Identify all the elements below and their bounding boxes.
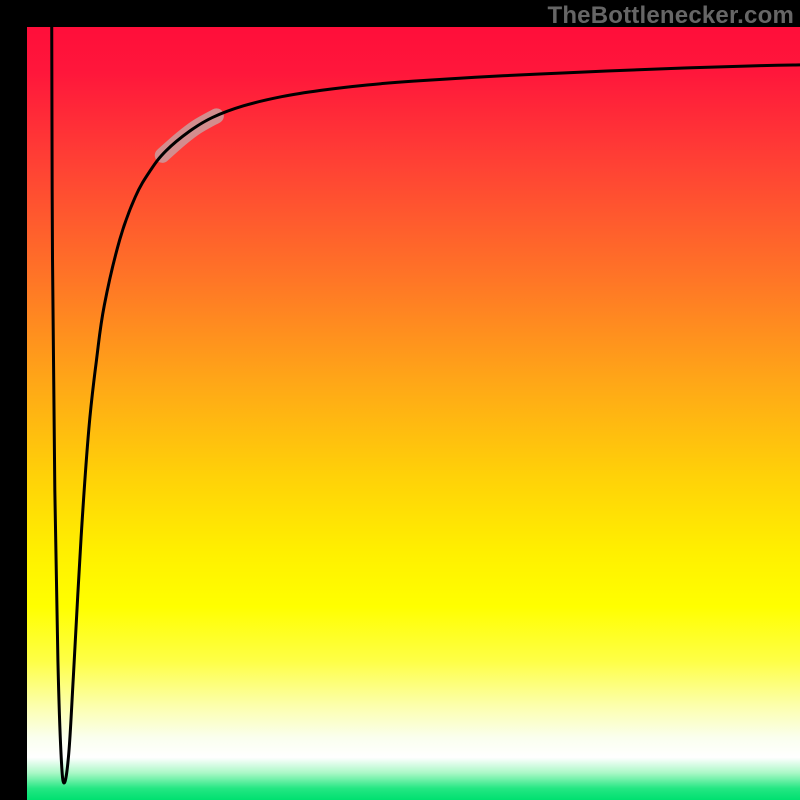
bottleneck-curve-chart <box>0 0 800 800</box>
watermark-text: TheBottlenecker.com <box>547 2 794 30</box>
frame-left <box>0 0 27 800</box>
chart-container: TheBottlenecker.com <box>0 0 800 800</box>
gradient-background <box>27 27 800 800</box>
